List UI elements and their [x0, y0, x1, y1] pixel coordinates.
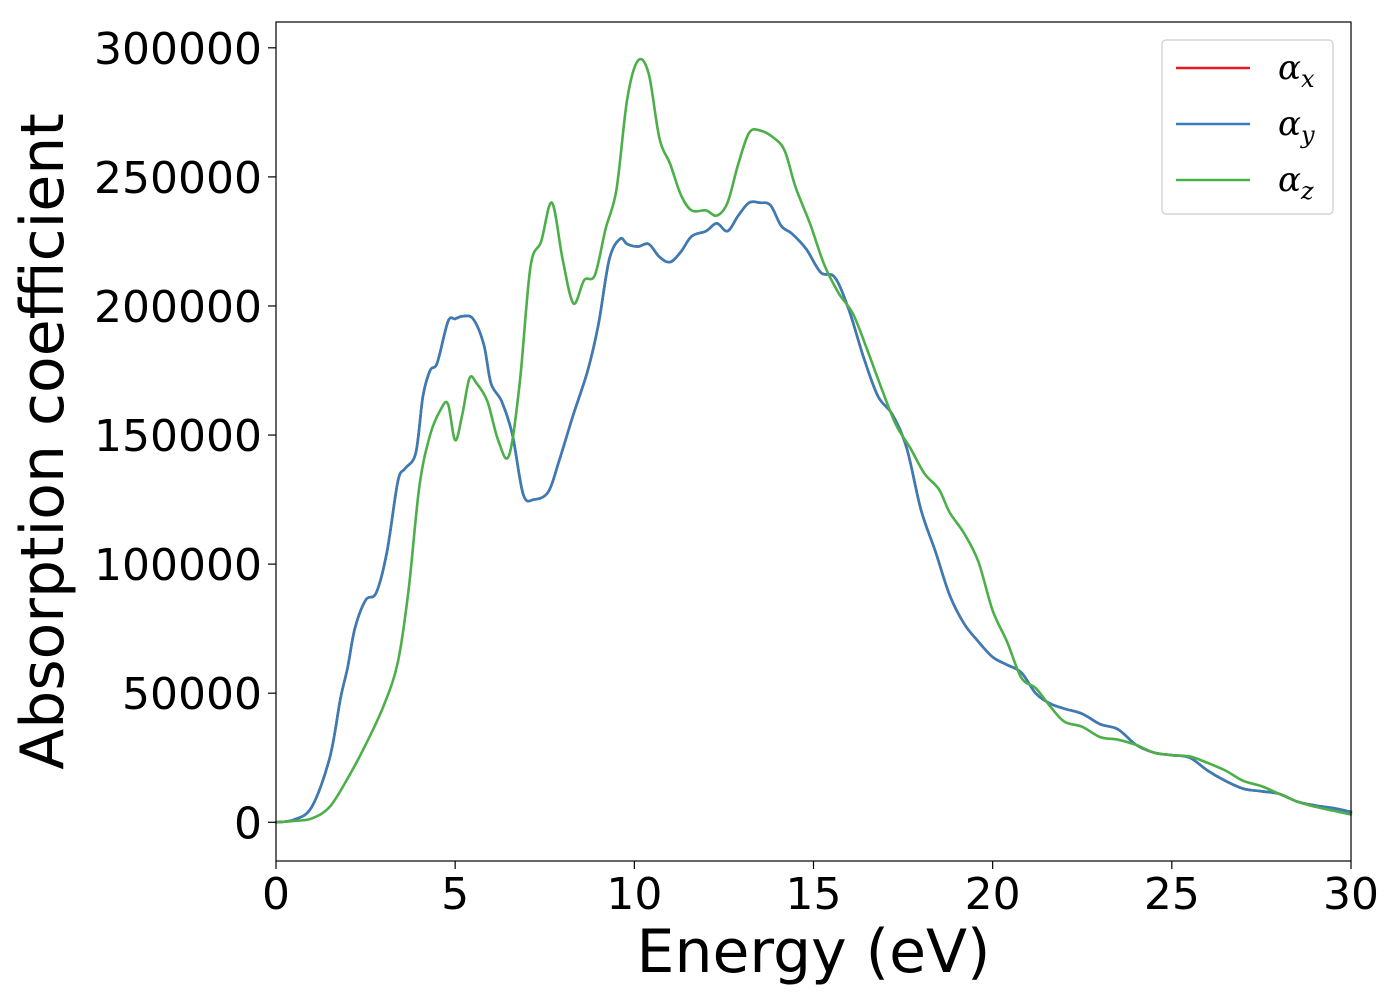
series-line-y: [274, 200, 1353, 824]
x-axis-title: Energy (eV): [637, 917, 991, 987]
legend: αx αy αz: [1161, 39, 1334, 215]
y-axis-title: Absorption coefficient: [8, 113, 78, 770]
series-line-x: [274, 200, 1353, 824]
y-tick-label: 100000: [94, 540, 262, 591]
plot-lines: [274, 57, 1353, 824]
y-axis-ticks: 0 50000 100000 150000 200000 250000 300000: [94, 24, 276, 849]
x-tick-label: 20: [965, 869, 1021, 920]
x-tick-label: 25: [1144, 869, 1200, 920]
x-tick-label: 5: [441, 869, 469, 920]
y-tick-label: 50000: [122, 669, 262, 720]
series-line-z: [274, 57, 1353, 824]
x-tick-label: 30: [1323, 869, 1379, 920]
x-tick-label: 0: [262, 869, 290, 920]
legend-label-y: αy: [1278, 104, 1315, 149]
y-tick-label: 250000: [94, 153, 262, 204]
y-tick-label: 200000: [94, 282, 262, 333]
legend-label-x: αx: [1278, 48, 1315, 93]
x-axis-ticks: 0 5 10 15 20 25 30: [262, 861, 1379, 920]
y-tick-label: 150000: [94, 411, 262, 462]
legend-box: [1161, 39, 1334, 215]
legend-label-z: αz: [1278, 160, 1314, 205]
y-tick-label: 300000: [94, 24, 262, 75]
x-tick-label: 10: [606, 869, 662, 920]
x-tick-label: 15: [786, 869, 842, 920]
y-tick-label: 0: [234, 798, 262, 849]
